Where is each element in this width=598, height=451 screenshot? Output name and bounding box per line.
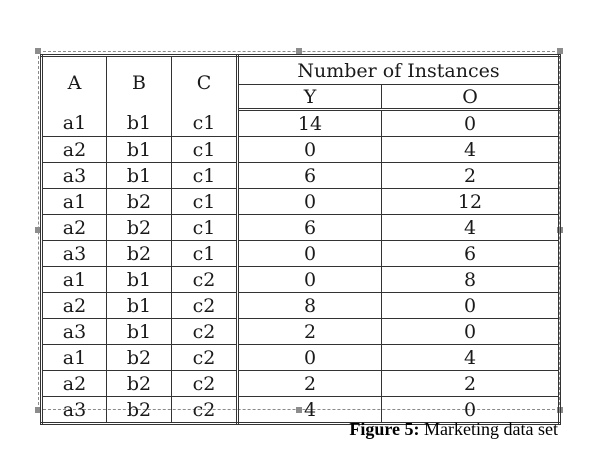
figure-caption-text: Marketing data set (419, 419, 558, 439)
sub-header-o: O (381, 84, 561, 111)
figure-caption: Figure 5: Marketing data set (349, 419, 558, 440)
cell-a: a2 (40, 370, 107, 397)
cell-b: b2 (106, 214, 172, 241)
resize-handle-top-right[interactable] (557, 48, 563, 54)
table-row: a2 b1 c2 8 0 (40, 292, 561, 319)
cell-o: 0 (381, 109, 561, 137)
cell-a: a2 (40, 136, 107, 163)
cell-b: b2 (106, 344, 172, 371)
cell-c: c1 (171, 136, 239, 163)
cell-o: 2 (381, 370, 561, 397)
cell-y: 2 (237, 318, 382, 345)
figure-label: Figure 5: (349, 419, 420, 439)
table-row: a1 b2 c1 0 12 (40, 188, 561, 215)
cell-c: c2 (171, 344, 239, 371)
cell-c: c1 (171, 214, 239, 241)
cell-b: b1 (106, 318, 172, 345)
cell-a: a2 (40, 292, 107, 319)
cell-y: 6 (237, 162, 382, 189)
cell-o: 4 (381, 214, 561, 241)
cell-y: 14 (237, 109, 382, 137)
resize-handle-bottom-left[interactable] (35, 407, 41, 413)
resize-handle-top-left[interactable] (35, 48, 41, 54)
table-row: a1 b2 c2 0 4 (40, 344, 561, 371)
cell-c: c1 (171, 109, 239, 137)
cell-b: b2 (106, 240, 172, 267)
cell-o: 0 (381, 318, 561, 345)
cell-o: 8 (381, 266, 561, 293)
cell-c: c2 (171, 292, 239, 319)
table-row: a2 b2 c1 6 4 (40, 214, 561, 241)
cell-y: 0 (237, 240, 382, 267)
cell-b: b2 (106, 396, 172, 425)
cell-y: 0 (237, 266, 382, 293)
cell-c: c2 (171, 318, 239, 345)
cell-y: 2 (237, 370, 382, 397)
table-row: a3 b2 c2 4 0 (40, 396, 561, 425)
group-header-instances: Number of Instances (237, 54, 561, 85)
cell-b: b1 (106, 266, 172, 293)
cell-c: c2 (171, 370, 239, 397)
resize-handle-top-middle[interactable] (296, 48, 302, 54)
cell-o: 2 (381, 162, 561, 189)
table-body: a1 b1 c1 14 0 a2 b1 c1 0 4 a3 b1 c1 6 2 a1 b2 c1 0 12 a2 b2 c1… (40, 109, 561, 425)
cell-a: a1 (40, 344, 107, 371)
cell-c: c1 (171, 188, 239, 215)
column-header-b: B (106, 54, 172, 110)
cell-a: a3 (40, 318, 107, 345)
cell-c: c2 (171, 396, 239, 425)
cell-a: a1 (40, 109, 107, 137)
sub-header-y: Y (237, 84, 382, 111)
table-row: a2 b2 c2 2 2 (40, 370, 561, 397)
cell-y: 4 (237, 396, 382, 425)
cell-a: a3 (40, 240, 107, 267)
cell-y: 6 (237, 214, 382, 241)
table-row: a3 b1 c1 6 2 (40, 162, 561, 189)
cell-y: 8 (237, 292, 382, 319)
column-header-a: A (40, 54, 107, 110)
cell-o: 6 (381, 240, 561, 267)
cell-o: 0 (381, 292, 561, 319)
cell-o: 4 (381, 136, 561, 163)
cell-b: b2 (106, 188, 172, 215)
cell-c: c2 (171, 266, 239, 293)
cell-b: b1 (106, 136, 172, 163)
cell-o: 4 (381, 344, 561, 371)
table-row: a1 b1 c2 0 8 (40, 266, 561, 293)
cell-c: c1 (171, 162, 239, 189)
cell-y: 0 (237, 344, 382, 371)
cell-y: 0 (237, 188, 382, 215)
cell-a: a3 (40, 162, 107, 189)
cell-b: b1 (106, 162, 172, 189)
resize-handle-middle-right[interactable] (557, 227, 563, 233)
cell-b: b1 (106, 109, 172, 137)
marketing-data-table: A B C Number of Instances Y O a1 b1 c1 14 0 a… (40, 54, 561, 425)
resize-handle-middle-left[interactable] (35, 227, 41, 233)
cell-b: b1 (106, 292, 172, 319)
cell-y: 0 (237, 136, 382, 163)
column-header-c: C (171, 54, 239, 110)
cell-a: a1 (40, 266, 107, 293)
table-row: a3 b2 c1 0 6 (40, 240, 561, 267)
table-row: a2 b1 c1 0 4 (40, 136, 561, 163)
cell-o: 12 (381, 188, 561, 215)
table-row: a1 b1 c1 14 0 (40, 109, 561, 137)
resize-handle-bottom-right[interactable] (557, 407, 563, 413)
cell-c: c1 (171, 240, 239, 267)
cell-a: a1 (40, 188, 107, 215)
cell-o: 0 (381, 396, 561, 425)
table-row: a3 b1 c2 2 0 (40, 318, 561, 345)
cell-a: a3 (40, 396, 107, 425)
cell-a: a2 (40, 214, 107, 241)
cell-b: b2 (106, 370, 172, 397)
